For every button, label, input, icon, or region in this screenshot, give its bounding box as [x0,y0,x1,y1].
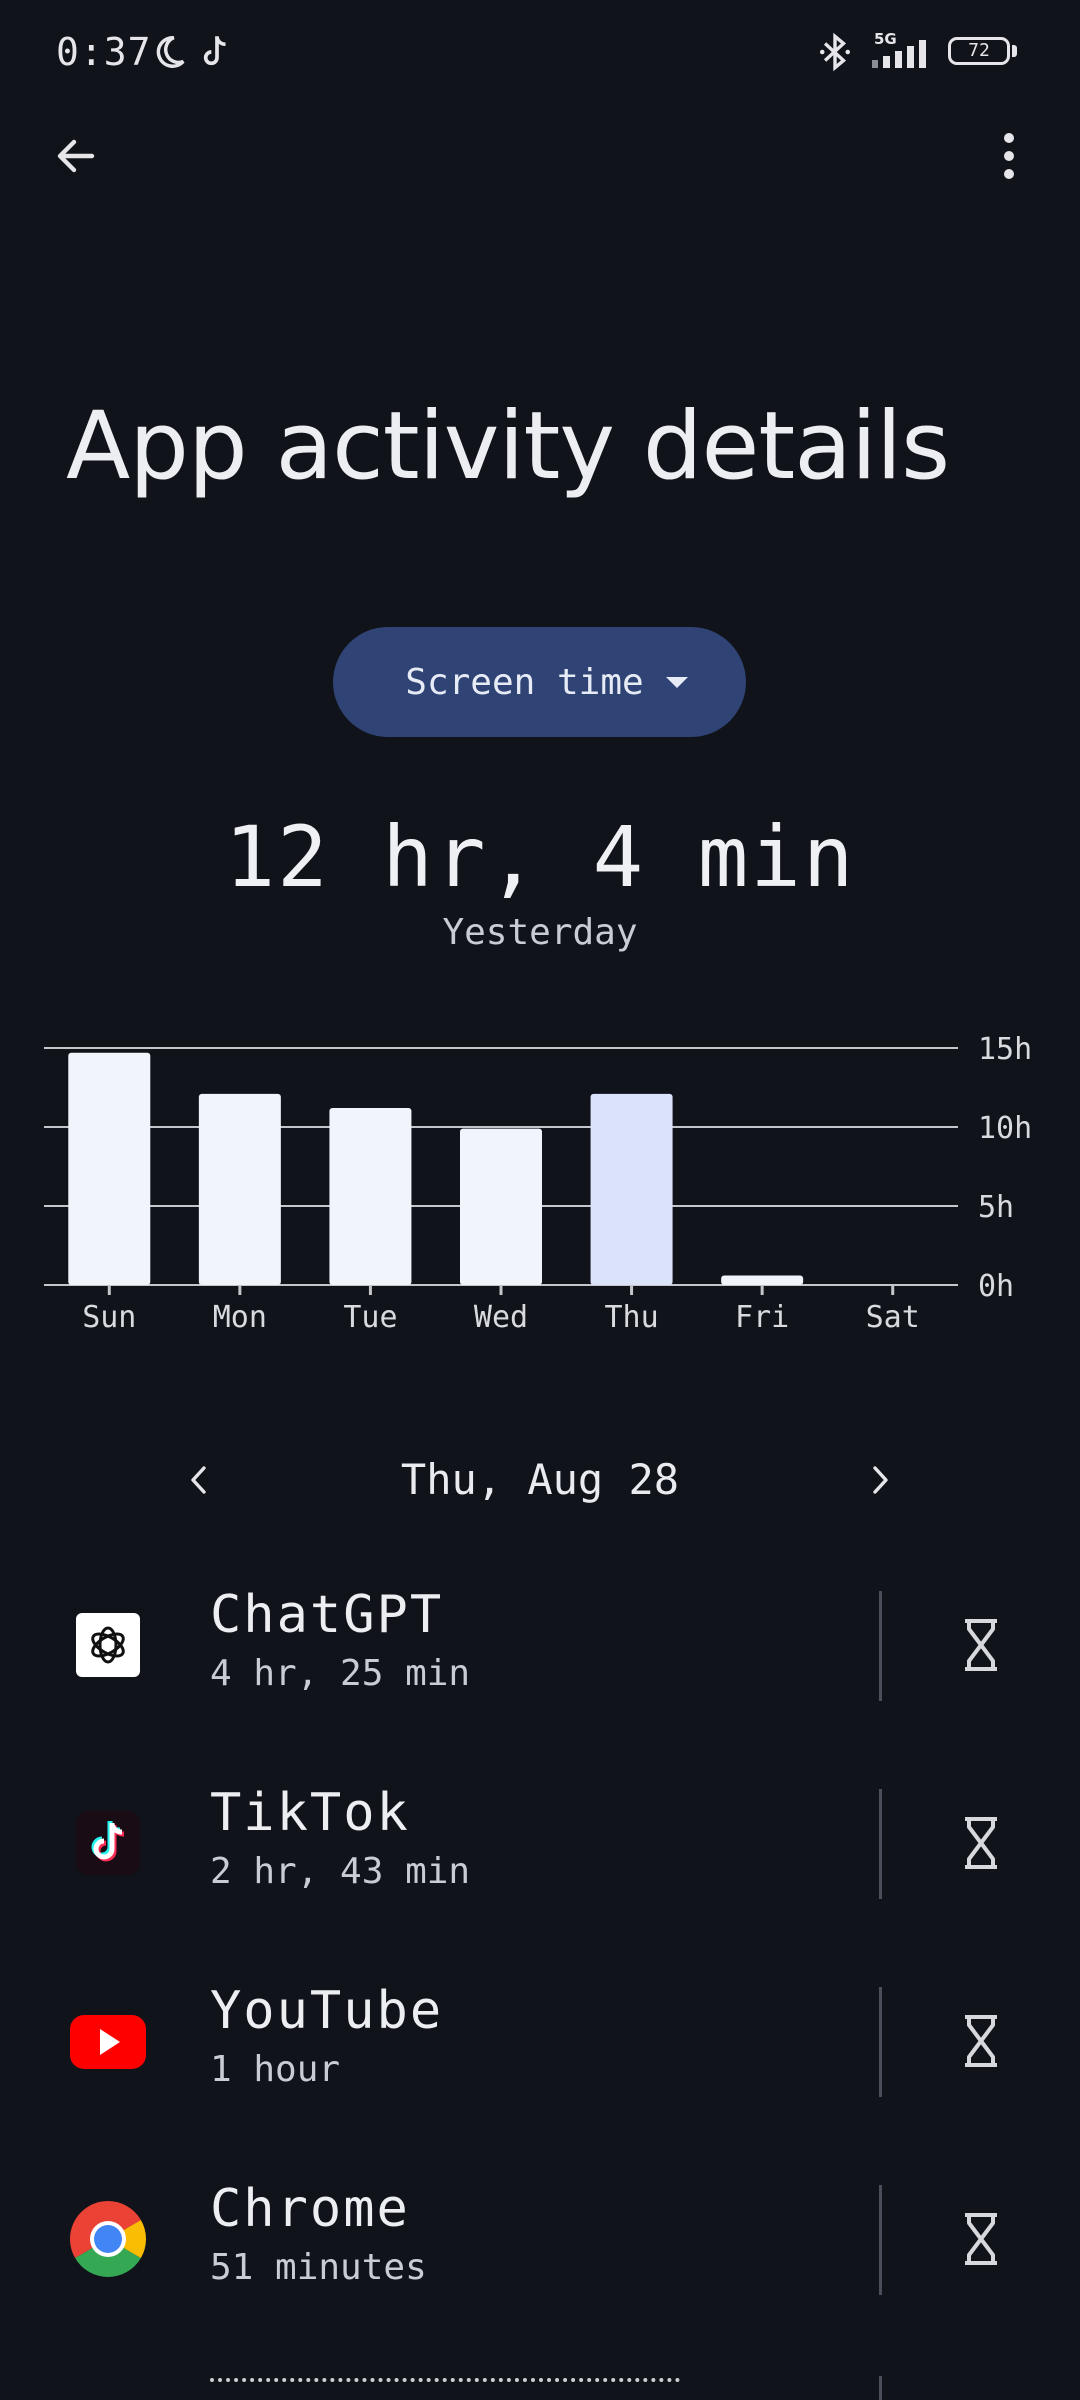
status-bar: 0:37 5G 72 [0,0,1080,104]
caret-down-icon [666,677,688,688]
app-timer-button[interactable] [941,2199,1021,2279]
tiktok-notification-icon [203,36,226,66]
bluetooth-icon [819,32,851,72]
row-divider [879,2185,882,2295]
app-row-chatgpt[interactable]: ChatGPT 4 hr, 25 min [0,1575,1080,1715]
usage-bar-chart: 0h 5h 10h 15h Sun Mon Tue Wed Thu Fri Sat [44,1032,1032,1335]
x-tick-label[interactable]: Sat [866,1300,920,1335]
status-time: 0:37 [56,30,152,74]
x-tick-label[interactable]: Sun [82,1300,136,1335]
app-row-chrome[interactable]: Chrome 51 minutes [0,2169,1080,2309]
youtube-logo-icon [68,2001,148,2081]
battery-icon: 72 [948,37,1010,65]
app-timer-button[interactable] [941,1605,1021,1685]
chart-bar-mon[interactable] [198,1093,281,1285]
app-name: TikTok [210,1783,410,1843]
battery-tip [1012,45,1017,57]
hourglass-icon [965,2213,997,2265]
y-tick-label: 0h [978,1269,1014,1304]
x-tick-label[interactable]: Tue [343,1300,397,1335]
total-screen-time: 12 hr, 4 min [224,808,856,906]
battery-level: 72 [968,40,990,61]
row-divider [879,1987,882,2097]
x-tick-label[interactable]: Wed [474,1300,528,1335]
app-name: YouTube [210,1981,444,2041]
previous-day-button[interactable] [159,1440,239,1520]
chevron-left-icon [191,1466,206,1494]
hourglass-icon [965,1619,997,1671]
app-usage-time: 2 hr, 43 min [210,1851,471,1892]
hourglass-icon [965,2015,997,2067]
y-tick-label: 15h [978,1032,1032,1067]
app-row-youtube[interactable]: YouTube 1 hour [0,1971,1080,2111]
summary-period: Yesterday [442,912,638,953]
date-navigator: Thu, Aug 28 [0,1440,1080,1520]
app-row-tiktok[interactable]: TikTok 2 hr, 43 min [0,1773,1080,1913]
chrome-logo-icon [68,2199,148,2279]
metric-selector-label: Screen time [405,661,644,703]
app-usage-time: 51 minutes [210,2247,427,2288]
x-tick-label[interactable]: Thu [604,1300,658,1335]
app-timer-button[interactable] [941,1803,1021,1883]
app-row-partial[interactable] [0,2372,1080,2400]
y-tick-label: 10h [978,1111,1032,1146]
hourglass-icon [965,1817,997,1869]
chart-bar-fri[interactable] [721,1275,804,1285]
app-name: ChatGPT [210,1585,444,1645]
network-type-label: 5G [874,30,897,48]
page-title: App activity details [66,392,950,501]
cut-off-app-name [210,2378,680,2400]
chatgpt-logo-icon [68,1605,148,1685]
more-vert-icon [1004,133,1014,179]
moon-icon [156,36,185,68]
chart-bar-wed[interactable] [460,1128,542,1285]
app-timer-button[interactable] [941,2001,1021,2081]
row-divider [879,1591,882,1701]
x-tick-label[interactable]: Mon [213,1300,267,1335]
more-options-button[interactable] [969,116,1049,196]
chart-bar-thu[interactable] [590,1093,673,1285]
row-divider [879,1789,882,1899]
app-usage-time: 4 hr, 25 min [210,1653,471,1694]
selected-date-label: Thu, Aug 28 [400,1455,680,1504]
chart-bar-tue[interactable] [329,1108,412,1285]
chevron-right-icon [873,1466,888,1494]
y-tick-label: 5h [978,1190,1014,1225]
app-usage-time: 1 hour [210,2049,341,2090]
tiktok-logo-icon [68,1803,148,1883]
back-button[interactable] [36,116,116,196]
row-divider [879,2376,882,2400]
signal-icon [872,40,926,68]
metric-selector-dropdown[interactable]: Screen time [333,627,746,737]
x-tick-label[interactable]: Fri [735,1300,789,1335]
app-name: Chrome [210,2179,410,2239]
arrow-left-icon [57,139,95,173]
next-day-button[interactable] [840,1440,920,1520]
chart-bar-sun[interactable] [68,1052,151,1285]
